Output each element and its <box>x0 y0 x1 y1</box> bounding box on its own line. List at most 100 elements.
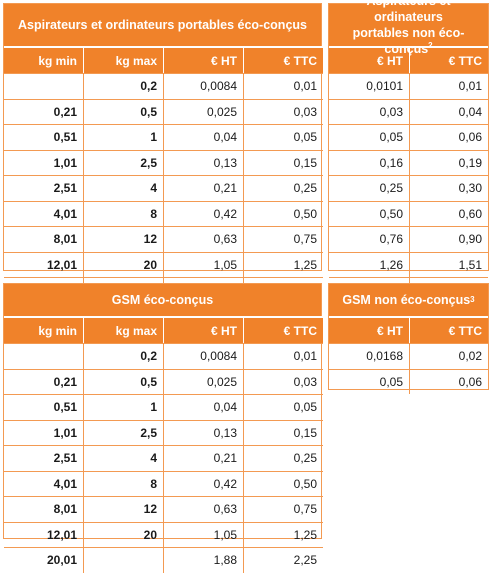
table-title: GSM non éco-conçus 3 <box>329 284 488 316</box>
col-header-kg-min: kg min <box>4 316 83 343</box>
table-cell: 0,04 <box>409 98 488 124</box>
table-cell: 12 <box>83 496 163 522</box>
table-row: 0,21 0,5 0,025 0,03 <box>4 368 323 394</box>
header-row: kg min kg max € HT € TTC <box>4 46 323 73</box>
table-cell: 0,06 <box>409 368 488 394</box>
table-cell: 0,2 <box>83 343 163 369</box>
table-body: 0,2 0,0084 0,01 0,21 0,5 0,025 0,03 0,51 1 0,04 0,… <box>4 343 323 573</box>
table-title-text: GSM non éco-conçus <box>342 293 471 307</box>
table-cell: 0,42 <box>163 200 243 226</box>
table-row: 0,51 1 0,04 0,05 <box>4 124 323 150</box>
col-header-ht: € HT <box>163 46 243 73</box>
table-cell: 0,90 <box>409 226 488 252</box>
table-cell: 0,13 <box>163 149 243 175</box>
table-cell: 0,19 <box>409 149 488 175</box>
table-cell: 0,51 <box>4 394 83 420</box>
table-cell: 0,0084 <box>163 343 243 369</box>
table-cell: 4 <box>83 445 163 471</box>
col-header-ht: € HT <box>163 316 243 343</box>
table-cell: 0,05 <box>243 124 323 150</box>
col-header-ttc: € TTC <box>409 46 488 73</box>
table-cell: 0,15 <box>243 419 323 445</box>
table-title-line1: Aspirateurs et ordinateurs <box>366 0 451 24</box>
table-row: 0,16 0,19 <box>329 149 488 176</box>
price-table: kg min kg max € HT € TTC 0,2 0,0084 0,01 0,… <box>4 46 323 303</box>
table-cell: 0,04 <box>163 124 243 150</box>
table-cell: 0,25 <box>243 175 323 201</box>
table-row: 4,01 8 0,42 0,50 <box>4 470 323 496</box>
table-row: 0,0101 0,01 <box>329 73 488 99</box>
col-header-ht: € HT <box>329 46 409 73</box>
table-cell: 0,05 <box>329 368 409 395</box>
table-cell: 0,76 <box>329 226 409 252</box>
table-cell: 1,01 <box>4 149 83 176</box>
price-table: € HT € TTC 0,0101 0,01 0,03 0,04 0,05 0,06 0,1… <box>329 46 488 303</box>
table-cell: 2,51 <box>4 445 83 471</box>
table-row: 0,50 0,60 <box>329 200 488 227</box>
table-row: 8,01 12 0,63 0,75 <box>4 226 323 252</box>
col-header-ttc: € TTC <box>243 46 323 73</box>
table-cell: 0,04 <box>163 394 243 420</box>
table-cell: 12 <box>83 226 163 252</box>
table-cell: 0,50 <box>329 200 409 227</box>
table-row: 0,76 0,90 <box>329 226 488 252</box>
table-row: 0,2 0,0084 0,01 <box>4 73 323 99</box>
table-cell: 0,50 <box>243 200 323 226</box>
table-cell: 0,5 <box>83 98 163 124</box>
table-row: 0,21 0,5 0,025 0,03 <box>4 98 323 124</box>
table-cell: 0,05 <box>243 394 323 420</box>
table-cell: 0,75 <box>243 496 323 522</box>
col-header-ht: € HT <box>329 316 409 343</box>
table-cell: 2,51 <box>4 175 83 201</box>
table-cell <box>4 73 83 99</box>
table-cell: 2,25 <box>243 547 323 573</box>
table-row: 12,01 20 1,05 1,25 <box>4 521 323 547</box>
table-row: 12,01 20 1,05 1,25 <box>4 251 323 278</box>
table-cell: 1 <box>83 124 163 150</box>
price-table: € HT € TTC 0,0168 0,02 0,05 0,06 <box>329 316 488 394</box>
col-header-kg-min: kg min <box>4 46 83 73</box>
table-cell: 0,42 <box>163 470 243 496</box>
table-cell: 0,63 <box>163 496 243 522</box>
table-cell: 8,01 <box>4 226 83 252</box>
table-cell <box>83 547 163 573</box>
table-cell: 0,30 <box>409 175 488 201</box>
table-cell: 1,25 <box>243 251 323 277</box>
table-cell: 8 <box>83 200 163 226</box>
table-cell: 1,05 <box>163 251 243 277</box>
footnote-marker: 2 <box>428 40 433 50</box>
table-row: 0,05 0,06 <box>329 124 488 150</box>
table-cell: 4,01 <box>4 200 83 227</box>
table-cell: 0,63 <box>163 226 243 252</box>
table-title-text: portables non éco-conçus <box>352 26 465 56</box>
table-cell: 0,51 <box>4 124 83 150</box>
table-cell: 0,13 <box>163 419 243 445</box>
table-cell: 0,16 <box>329 149 409 176</box>
table-cell: 2,5 <box>83 419 163 445</box>
table-cell: 8,01 <box>4 496 83 522</box>
table-row: 8,01 12 0,63 0,75 <box>4 496 323 522</box>
table-cell: 0,21 <box>163 175 243 201</box>
table-row: 4,01 8 0,42 0,50 <box>4 200 323 227</box>
header-row: kg min kg max € HT € TTC <box>4 316 323 343</box>
table-row: 0,51 1 0,04 0,05 <box>4 394 323 420</box>
table-cell: 1,01 <box>4 419 83 446</box>
table-row: 1,01 2,5 0,13 0,15 <box>4 419 323 446</box>
table-cell: 1 <box>83 394 163 420</box>
table-cell: 12,01 <box>4 251 83 278</box>
table-cell: 0,01 <box>243 343 323 369</box>
table-aspirateurs-eco: Aspirateurs et ordinateurs portables éco… <box>3 3 323 303</box>
table-cell: 4 <box>83 175 163 201</box>
table-cell: 0,50 <box>243 470 323 496</box>
table-cell: 0,025 <box>163 98 243 124</box>
table-row: 2,51 4 0,21 0,25 <box>4 175 323 201</box>
table-cell: 0,5 <box>83 368 163 394</box>
table-row: 0,03 0,04 <box>329 98 488 124</box>
col-header-kg-max: kg max <box>83 316 163 343</box>
table-cell: 0,25 <box>329 175 409 201</box>
table-cell: 0,0168 <box>329 343 409 369</box>
table-row: 0,25 0,30 <box>329 175 488 201</box>
table-cell: 1,88 <box>163 547 243 573</box>
table-cell: 0,75 <box>243 226 323 252</box>
table-title: GSM éco-conçus <box>4 284 321 316</box>
